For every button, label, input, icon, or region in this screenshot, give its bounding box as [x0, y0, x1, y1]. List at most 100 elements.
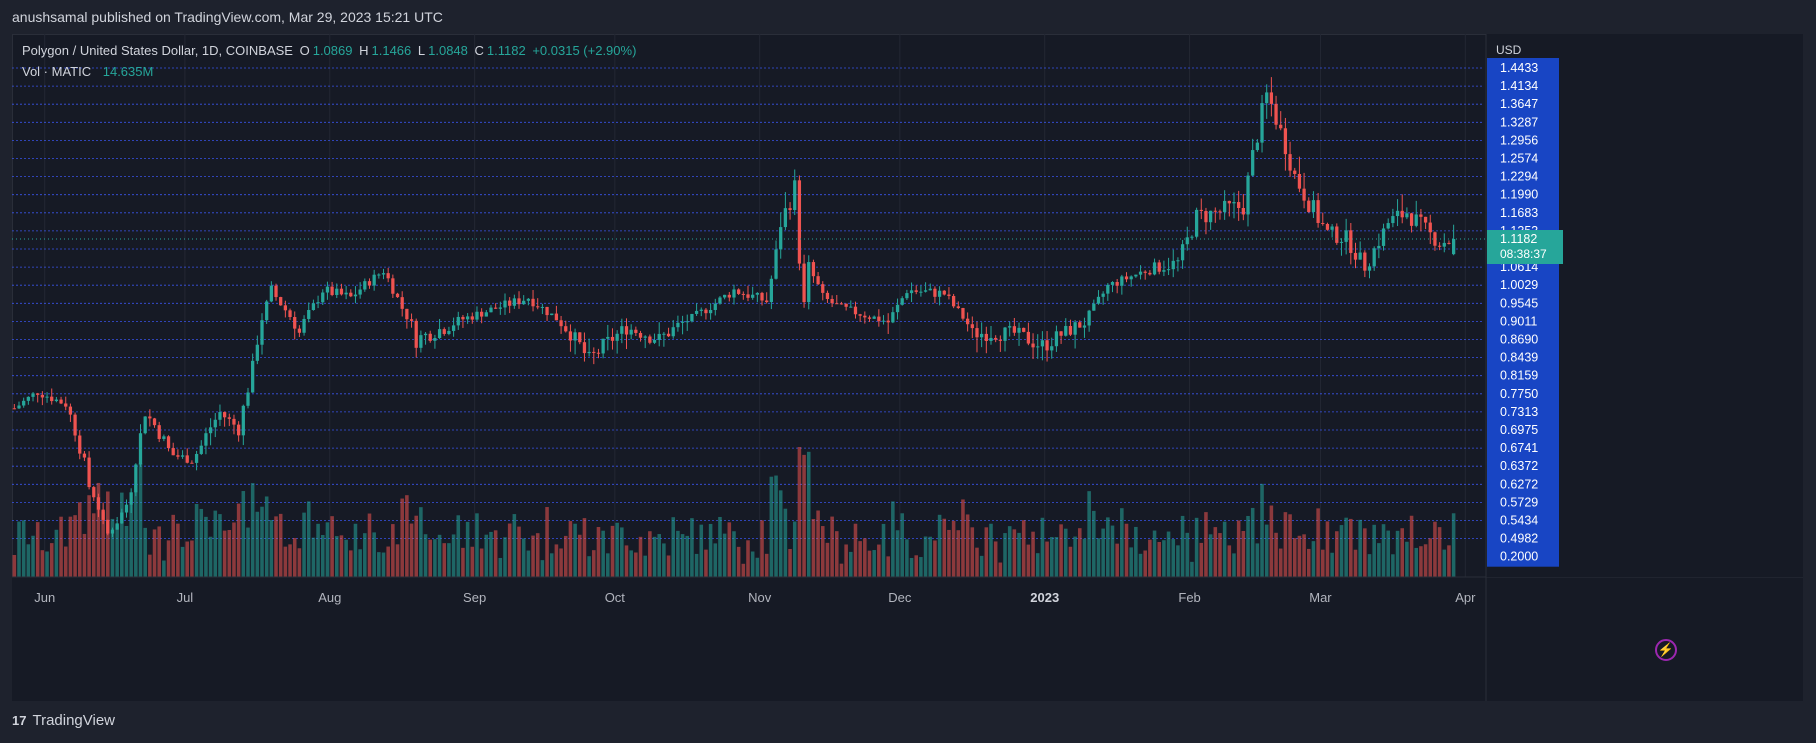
volume-bar	[521, 538, 526, 577]
volume-bar	[115, 524, 119, 577]
candle-body	[194, 453, 199, 463]
candle-body	[1134, 274, 1138, 277]
volume-bar	[1288, 514, 1292, 577]
volume-bar	[563, 535, 568, 577]
candle-body	[148, 416, 152, 419]
candle-body	[559, 320, 563, 327]
symbol-label: Polygon / United States Dollar, 1D, COIN…	[22, 43, 293, 58]
candle-body	[199, 445, 203, 454]
candle-body	[307, 310, 311, 319]
candle-body	[685, 321, 689, 323]
candle-body	[1241, 207, 1245, 215]
candle-body	[1344, 230, 1348, 242]
volume-bar	[704, 549, 708, 577]
candle-body	[1246, 175, 1250, 215]
volume-bar	[143, 527, 147, 577]
volume-bar	[35, 522, 40, 577]
volume-bar	[222, 530, 227, 577]
volume-bar	[1007, 526, 1012, 577]
volume-bar	[297, 548, 302, 577]
volume-bar	[358, 549, 362, 577]
volume-bar	[596, 527, 601, 577]
candle-body	[867, 317, 872, 319]
y-tick-label: 0.2000	[1500, 550, 1538, 564]
volume-bar	[306, 501, 311, 577]
volume-bar	[1330, 552, 1334, 577]
volume-bar	[690, 518, 694, 577]
volume-bar	[802, 454, 806, 577]
volume-bar	[1409, 515, 1414, 577]
volume-bar	[1372, 524, 1376, 577]
candle-body	[489, 307, 493, 313]
volume-bar	[269, 520, 274, 577]
volume-bar	[456, 515, 461, 577]
candle-body	[1260, 103, 1264, 143]
candle-body	[858, 314, 862, 316]
candle-body	[82, 453, 87, 458]
candle-body	[610, 336, 615, 341]
volume-legend: Vol · MATIC 14.635M	[22, 64, 153, 79]
candle-body	[699, 309, 703, 311]
volume-bar	[1278, 548, 1283, 577]
lightning-icon[interactable]: ⚡	[1655, 639, 1677, 661]
candle-body	[947, 294, 951, 296]
price-chart[interactable]: Jun Jul Aug Sep Oct Nov Dec 2023 Feb Mar Apr USD 1.…	[12, 34, 1803, 701]
candle-body	[1353, 252, 1358, 260]
candle-body	[1106, 284, 1110, 294]
volume-bar	[1162, 540, 1166, 577]
y-tick-label: 0.8159	[1500, 369, 1538, 383]
y-tick-label: 0.8439	[1500, 351, 1538, 365]
volume-bar	[372, 532, 376, 577]
candle-body	[1204, 211, 1208, 223]
volume-bar	[264, 496, 269, 577]
candle-body	[629, 329, 633, 335]
volume-bar	[1302, 534, 1306, 577]
candle-body	[923, 290, 928, 292]
volume-bar	[746, 540, 750, 577]
candle-body	[713, 303, 717, 310]
candle-body	[456, 316, 460, 326]
volume-bar	[1395, 530, 1400, 577]
candle-body	[1176, 260, 1180, 262]
candle-body	[36, 393, 40, 395]
candle-body	[760, 292, 764, 301]
candle-body	[1386, 223, 1390, 229]
candle-body	[545, 306, 549, 316]
candle-body	[531, 298, 535, 307]
volume-bar	[825, 542, 830, 577]
candle-body	[942, 290, 946, 295]
volume-bar	[1349, 518, 1353, 577]
candle-body	[1283, 128, 1288, 155]
candle-body	[321, 292, 325, 303]
change-value: +0.0315 (+2.90%)	[532, 43, 637, 58]
candle-body	[578, 332, 582, 343]
candle-body	[288, 310, 292, 318]
candle-body	[881, 320, 886, 322]
candle-body	[218, 412, 222, 420]
volume-bar	[736, 546, 741, 577]
volume-bar	[606, 553, 610, 577]
volume-bar	[839, 563, 844, 577]
candle-body	[335, 288, 339, 295]
candle-body	[965, 318, 970, 325]
volume-bar	[395, 544, 400, 577]
candle-body	[1405, 213, 1409, 218]
volume-bar	[1451, 513, 1456, 577]
volume-bar	[1274, 532, 1278, 577]
volume-bar	[204, 516, 208, 577]
candle-body	[718, 297, 722, 304]
candle-body	[1377, 245, 1381, 249]
volume-bar	[587, 556, 591, 577]
volume-bar	[778, 490, 783, 577]
candle-body	[395, 293, 400, 298]
volume-bar	[363, 533, 367, 577]
volume-bar	[853, 523, 858, 577]
volume-bar	[671, 517, 676, 577]
volume-bar	[699, 524, 704, 577]
candle-body	[1367, 266, 1372, 271]
candle-body	[1223, 200, 1227, 213]
candle-body	[451, 325, 456, 331]
volume-bar	[1045, 541, 1049, 577]
ohlc-legend: Polygon / United States Dollar, 1D, COIN…	[22, 43, 639, 58]
candle-body	[1325, 223, 1330, 230]
